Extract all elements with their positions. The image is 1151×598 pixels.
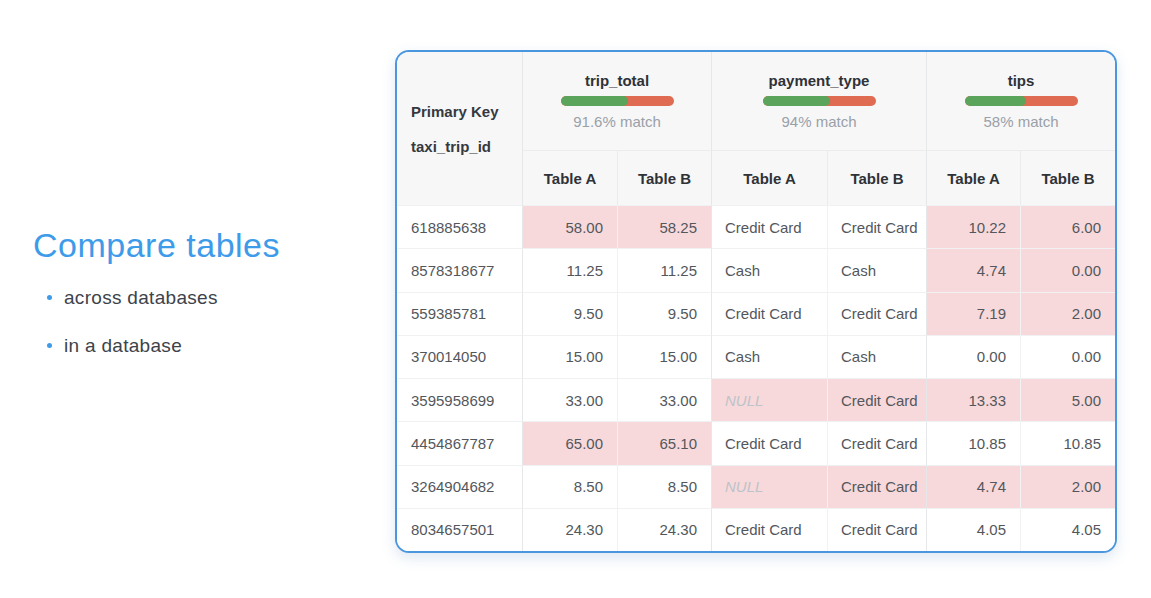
value-cell: 10.85 xyxy=(1021,421,1115,464)
value-cell: 4.05 xyxy=(1021,508,1115,551)
value-cell: 24.30 xyxy=(618,508,712,551)
value-cell: 8.50 xyxy=(523,465,618,508)
mismatch-cell: 2.00 xyxy=(1021,465,1115,508)
mismatch-cell: NULL xyxy=(712,378,828,421)
primary-key-cell: 559385781 xyxy=(397,292,523,335)
value-cell: 0.00 xyxy=(927,335,1021,378)
primary-key-header: Primary Key taxi_trip_id xyxy=(397,52,523,205)
value-cell: Credit Card xyxy=(712,421,828,464)
bullet-item-in-a-database: in a database xyxy=(33,335,373,357)
value-cell: Credit Card xyxy=(828,508,927,551)
value-cell: 11.25 xyxy=(618,248,712,291)
value-cell: Cash xyxy=(712,335,828,378)
mismatch-cell: 7.19 xyxy=(927,292,1021,335)
match-bar-green xyxy=(561,96,629,106)
value-cell: 8.50 xyxy=(618,465,712,508)
subheader-tips-table-a: Table A xyxy=(927,150,1021,205)
primary-key-cell: 3264904682 xyxy=(397,465,523,508)
subheader-payment-type-table-a: Table A xyxy=(712,150,828,205)
value-cell: 33.00 xyxy=(523,378,618,421)
bullet-list: across databases in a database xyxy=(33,287,373,357)
mismatch-cell: Credit Card xyxy=(828,465,927,508)
primary-key-cell: 8034657501 xyxy=(397,508,523,551)
match-bar xyxy=(561,96,674,106)
match-bar xyxy=(763,96,876,106)
mismatch-cell: 58.00 xyxy=(523,205,618,248)
value-cell: Cash xyxy=(712,248,828,291)
column-group-tips: tips 58% match xyxy=(927,52,1115,150)
primary-key-cell: 618885638 xyxy=(397,205,523,248)
subheader-tips-table-b: Table B xyxy=(1021,150,1115,205)
value-cell: 9.50 xyxy=(618,292,712,335)
value-cell: 15.00 xyxy=(523,335,618,378)
mismatch-cell: 4.74 xyxy=(927,248,1021,291)
mismatch-cell: NULL xyxy=(712,465,828,508)
primary-key-cell: 4454867787 xyxy=(397,421,523,464)
subheader-trip-total-table-a: Table A xyxy=(523,150,618,205)
primary-key-cell: 370014050 xyxy=(397,335,523,378)
match-bar-green xyxy=(763,96,831,106)
value-cell: Credit Card xyxy=(828,421,927,464)
bullet-item-across-databases: across databases xyxy=(33,287,373,309)
mismatch-cell: 5.00 xyxy=(1021,378,1115,421)
value-cell: Cash xyxy=(828,248,927,291)
mismatch-cell: 13.33 xyxy=(927,378,1021,421)
value-cell: Credit Card xyxy=(828,205,927,248)
subheader-trip-total-table-b: Table B xyxy=(618,150,712,205)
value-cell: Credit Card xyxy=(712,292,828,335)
comparison-table: Primary Key taxi_trip_id trip_total 91.6… xyxy=(397,52,1115,551)
mismatch-cell: 10.22 xyxy=(927,205,1021,248)
match-percentage: 91.6% match xyxy=(573,113,661,130)
value-cell: 10.85 xyxy=(927,421,1021,464)
mismatch-cell: Credit Card xyxy=(828,378,927,421)
column-group-trip-total: trip_total 91.6% match xyxy=(523,52,712,150)
column-group-title: trip_total xyxy=(585,72,649,89)
mismatch-cell: 2.00 xyxy=(1021,292,1115,335)
mismatch-cell: 65.10 xyxy=(618,421,712,464)
mismatch-cell: 65.00 xyxy=(523,421,618,464)
mismatch-cell: 0.00 xyxy=(1021,248,1115,291)
subheader-payment-type-table-b: Table B xyxy=(828,150,927,205)
value-cell: Cash xyxy=(828,335,927,378)
column-group-payment-type: payment_type 94% match xyxy=(712,52,927,150)
value-cell: Credit Card xyxy=(712,205,828,248)
value-cell: 11.25 xyxy=(523,248,618,291)
value-cell: 15.00 xyxy=(618,335,712,378)
value-cell: 9.50 xyxy=(523,292,618,335)
match-percentage: 94% match xyxy=(781,113,856,130)
primary-key-column-name: taxi_trip_id xyxy=(411,138,522,155)
mismatch-cell: 58.25 xyxy=(618,205,712,248)
match-percentage: 58% match xyxy=(983,113,1058,130)
value-cell: Credit Card xyxy=(828,292,927,335)
value-cell: Credit Card xyxy=(712,508,828,551)
match-bar xyxy=(965,96,1078,106)
value-cell: 24.30 xyxy=(523,508,618,551)
primary-key-label: Primary Key xyxy=(411,103,522,120)
value-cell: 33.00 xyxy=(618,378,712,421)
primary-key-cell: 8578318677 xyxy=(397,248,523,291)
match-bar-green xyxy=(965,96,1026,106)
value-cell: 0.00 xyxy=(1021,335,1115,378)
table-comparison-card: Primary Key taxi_trip_id trip_total 91.6… xyxy=(395,50,1117,553)
value-cell: 4.05 xyxy=(927,508,1021,551)
left-panel: Compare tables across databases in a dat… xyxy=(33,226,373,383)
primary-key-cell: 3595958699 xyxy=(397,378,523,421)
page-title: Compare tables xyxy=(33,226,373,265)
mismatch-cell: 4.74 xyxy=(927,465,1021,508)
column-group-title: tips xyxy=(1008,72,1035,89)
mismatch-cell: 6.00 xyxy=(1021,205,1115,248)
column-group-title: payment_type xyxy=(769,72,870,89)
